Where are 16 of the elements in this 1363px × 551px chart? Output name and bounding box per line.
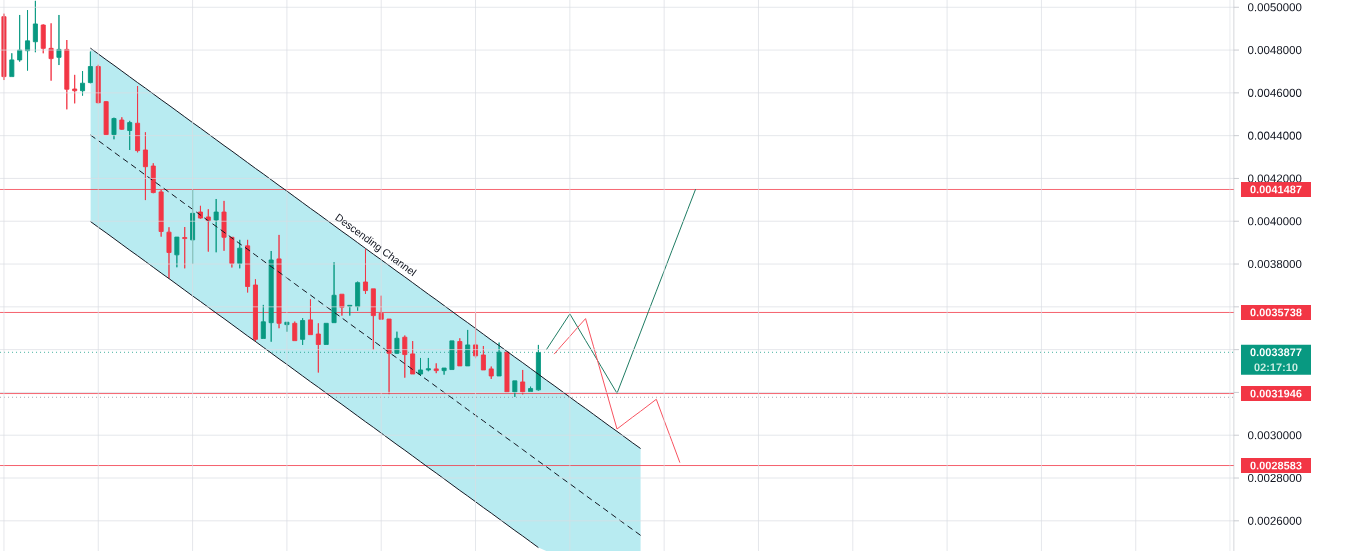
ref-line-label: 0.0028583 bbox=[1250, 461, 1302, 470]
text: 02:17:10 bbox=[1254, 363, 1298, 372]
y-tick-label: 0.0030000 bbox=[1247, 431, 1302, 440]
y-tick-label: 0.0028000 bbox=[1247, 473, 1302, 483]
y-tick-label: 0.0038000 bbox=[1247, 259, 1302, 269]
y-tick-label: 0.0026000 bbox=[1247, 516, 1302, 525]
y-tick-label: 0.0048000 bbox=[1247, 45, 1302, 55]
ref-line-label: 0.0035738 bbox=[1250, 308, 1302, 317]
y-tick-label: 0.0040000 bbox=[1247, 217, 1302, 226]
ref-line-label: 0.0033877 bbox=[1250, 348, 1302, 357]
y-tick-label: 0.0044000 bbox=[1247, 131, 1302, 140]
y-tick-label: 0.0042000 bbox=[1247, 174, 1302, 183]
ref-line-label: 0.0041487 bbox=[1250, 185, 1302, 194]
ref-line-label: 0.0031946 bbox=[1250, 389, 1302, 398]
y-tick-label: 0.0046000 bbox=[1247, 88, 1302, 97]
y-tick-label: 0.0050000 bbox=[1247, 3, 1302, 12]
